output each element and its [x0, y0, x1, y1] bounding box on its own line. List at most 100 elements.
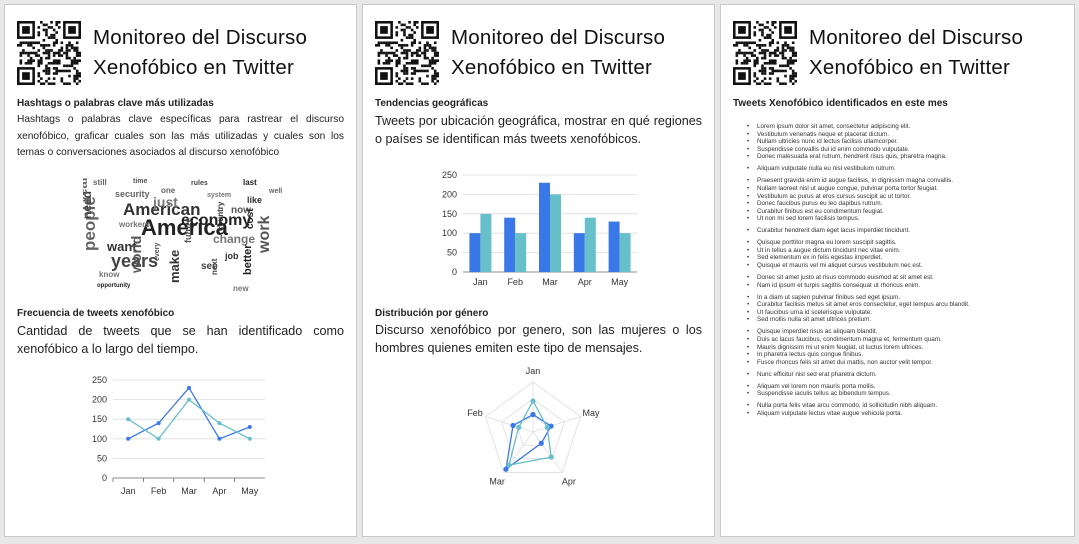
y-tick-label: 0 [452, 267, 457, 277]
page-title: Monitoreo del Discurso Xenofóbico en Twi… [451, 26, 666, 79]
tweet-group: Nulla porta felis vitae arcu commodo, id… [747, 402, 1064, 417]
word-cloud-word: year [83, 176, 90, 203]
tweet-item: Ut faucibus urna id scelerisque vulputat… [747, 309, 1064, 317]
tweet-item: Ut non mi sed lorem facilisis tempus. [747, 215, 1064, 223]
bar [608, 221, 620, 272]
tweet-group: Donec sit amet justo at risus commodo eu… [747, 274, 1064, 289]
word-cloud-word: workers [118, 220, 150, 229]
y-tick-label: 50 [97, 453, 107, 463]
tweet-item: Curabitur facilisis metus sit amet eros … [747, 301, 1064, 309]
radar-point [510, 422, 516, 429]
word-cloud-word: even [83, 258, 86, 283]
tweet-group: Nunc efficitur nisl sed erat pharetra di… [747, 371, 1064, 379]
x-tick-label: Apr [212, 486, 226, 496]
radar-axis [532, 416, 581, 433]
word-cloud-word: years [111, 251, 158, 271]
tweet-item: Quisque imperdiet risus ac aliquam bland… [747, 328, 1064, 336]
word-cloud-word: system [207, 192, 231, 199]
data-point [247, 436, 252, 441]
radar-point [506, 462, 512, 468]
x-tick-label: Jan [473, 277, 488, 287]
qr-code-icon [733, 21, 797, 85]
y-tick-label: 100 [442, 228, 457, 238]
word-cloud-word: economy [181, 212, 251, 229]
radar-point [516, 424, 522, 430]
radar-label: Jan [526, 366, 541, 376]
word-cloud-word: security [115, 189, 150, 199]
word-cloud-word: American [123, 200, 200, 219]
bar [550, 194, 561, 272]
x-tick-label: Mar [542, 277, 558, 287]
x-tick-label: Jan [121, 486, 136, 496]
tweet-item: Nunc efficitur nisl sed erat pharetra di… [747, 371, 1064, 379]
word-cloud-word: people [83, 196, 99, 251]
tweet-group: Praesent gravida enim id augue facilisis… [747, 177, 1064, 223]
bar [619, 233, 631, 272]
tweet-item: Ut in tellus a augue dictum tincidunt ne… [747, 247, 1064, 255]
radar-point [530, 398, 536, 404]
tweet-item: Donec sit amet justo at risus commodo eu… [747, 274, 1064, 282]
header: Monitoreo del Discurso Xenofóbico en Twi… [17, 21, 356, 85]
x-tick-label: Mar [181, 486, 197, 496]
x-tick-label: May [241, 486, 259, 496]
radar-point [538, 440, 544, 446]
radar-point [530, 411, 536, 418]
tweet-group: Quisque porttitor magna eu lorem suscipi… [747, 239, 1064, 269]
word-cloud-word: opportunity [97, 283, 131, 289]
tweet-item: In pharetra lectus quis congue finibus. [747, 351, 1064, 359]
radar-axis [532, 431, 563, 473]
word-cloud-word: future [183, 218, 193, 244]
tweet-item: Donec faucibus purus eu leo dapibus rutr… [747, 200, 1064, 208]
radar-chart: Jan May Apr Mar Feb [467, 366, 600, 486]
section-title: Hashtags o palabras clave más utilizadas [17, 98, 214, 109]
y-tick-label: 200 [92, 395, 107, 405]
radar-point [548, 454, 554, 460]
x-tick-label: Feb [151, 486, 167, 496]
data-point [247, 425, 252, 430]
data-point [156, 421, 161, 426]
qr-code-icon [375, 21, 439, 85]
tweet-item: Sed mollis nulla sit amet ultrices preti… [747, 316, 1064, 324]
word-cloud-word: want [106, 239, 137, 254]
tweet-group: Quisque imperdiet risus ac aliquam bland… [747, 328, 1064, 366]
word-cloud-word: every [154, 243, 161, 261]
y-tick-label: 200 [442, 189, 457, 199]
y-tick-label: 150 [92, 414, 107, 424]
data-point [217, 436, 222, 441]
tweet-item: Duis ac lacus faucibus, condimentum magn… [747, 336, 1064, 344]
section-description: Discurso xenofóbico por genero, son las … [375, 323, 702, 355]
word-cloud-word: need [83, 191, 94, 219]
tweet-item: Vestibulum ac purus at eros cursus susci… [747, 193, 1064, 201]
word-cloud-word: now [231, 205, 251, 216]
word-cloud-word: work [256, 216, 273, 254]
section-description: Tweets por ubicación geográfica, mostrar… [375, 114, 702, 146]
section-description: Cantidad de tweets que se han identifica… [17, 324, 344, 356]
tweet-item: Fusce rhoncus felis sit amet dui mattis,… [747, 359, 1064, 367]
word-cloud-word: cost [245, 208, 256, 229]
word-cloud-word: new [233, 284, 249, 293]
tweet-group: In a diam ut sapien pulvinar finibus sed… [747, 294, 1064, 324]
radar-axis [485, 416, 534, 433]
radar-grid [484, 381, 582, 473]
radar-series [508, 399, 552, 467]
word-cloud-word: still [93, 178, 107, 187]
panel-geo-gender: Monitoreo del Discurso Xenofóbico en Twi… [362, 4, 715, 537]
bar [480, 213, 492, 272]
tweet-item: Donec malesuada erat rutrum, hendrerit r… [747, 153, 1064, 161]
tweet-group: Aliquam vel lorem non mauris porta molli… [747, 383, 1064, 398]
radar-series [505, 413, 552, 471]
tweet-item: Aliquam vulputate lectus vitae augue veh… [747, 410, 1064, 418]
tweet-item: Nullam ultricies nunc id lectus facilisi… [747, 138, 1064, 146]
qr-code-icon [17, 21, 81, 85]
y-tick-label: 0 [102, 473, 107, 483]
section-title: Frecuencia de tweets xenofóbico [17, 308, 175, 319]
x-tick-label: Feb [507, 277, 523, 287]
x-tick-label: May [611, 277, 629, 287]
word-cloud-word: know [99, 270, 120, 279]
word-cloud-word: last [243, 178, 257, 187]
data-point [217, 421, 222, 426]
bar [469, 233, 481, 272]
tweet-item: Nam id ipsum et turpis sagittis consequa… [747, 282, 1064, 290]
y-tick-label: 50 [447, 248, 457, 258]
panel-tweets-list: Monitoreo del Discurso Xenofóbico en Twi… [720, 4, 1075, 537]
